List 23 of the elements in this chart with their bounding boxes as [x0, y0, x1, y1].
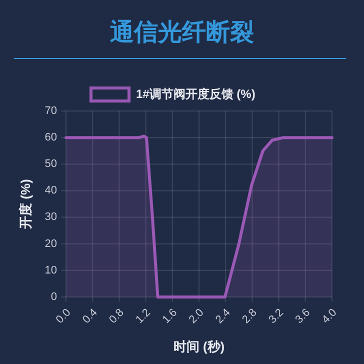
- y-tick-label: 40: [44, 184, 57, 197]
- x-tick-label: 3.6: [293, 306, 313, 326]
- x-tick-label: 2.0: [186, 306, 206, 326]
- legend-label: 1#调节阀开度反馈 (%): [136, 87, 256, 102]
- y-axis-title: 开度 (%): [18, 179, 33, 230]
- y-tick-label: 70: [44, 104, 57, 117]
- y-tick-label: 0: [50, 290, 57, 303]
- x-tick-label: 0.8: [107, 306, 126, 326]
- x-tick-label: 0.4: [80, 306, 100, 326]
- y-tick-label: 50: [44, 158, 57, 170]
- y-tick-label: 20: [44, 238, 57, 250]
- y-tick-label: 10: [44, 264, 57, 276]
- x-tick-label: 1.2: [134, 306, 153, 326]
- x-tick-label: 3.2: [266, 306, 286, 326]
- x-tick-label: 0.0: [54, 306, 74, 326]
- y-tick-label: 60: [44, 131, 57, 144]
- x-axis-title: 时间 (秒): [173, 339, 225, 354]
- x-tick-label: 2.8: [240, 306, 260, 326]
- x-tick-label: 2.4: [213, 306, 233, 326]
- x-tick-label: 4.0: [320, 306, 340, 326]
- y-tick-label: 30: [44, 211, 57, 224]
- chart-title: 通信光纤断裂: [109, 19, 254, 46]
- x-tick-label: 1.6: [160, 306, 180, 326]
